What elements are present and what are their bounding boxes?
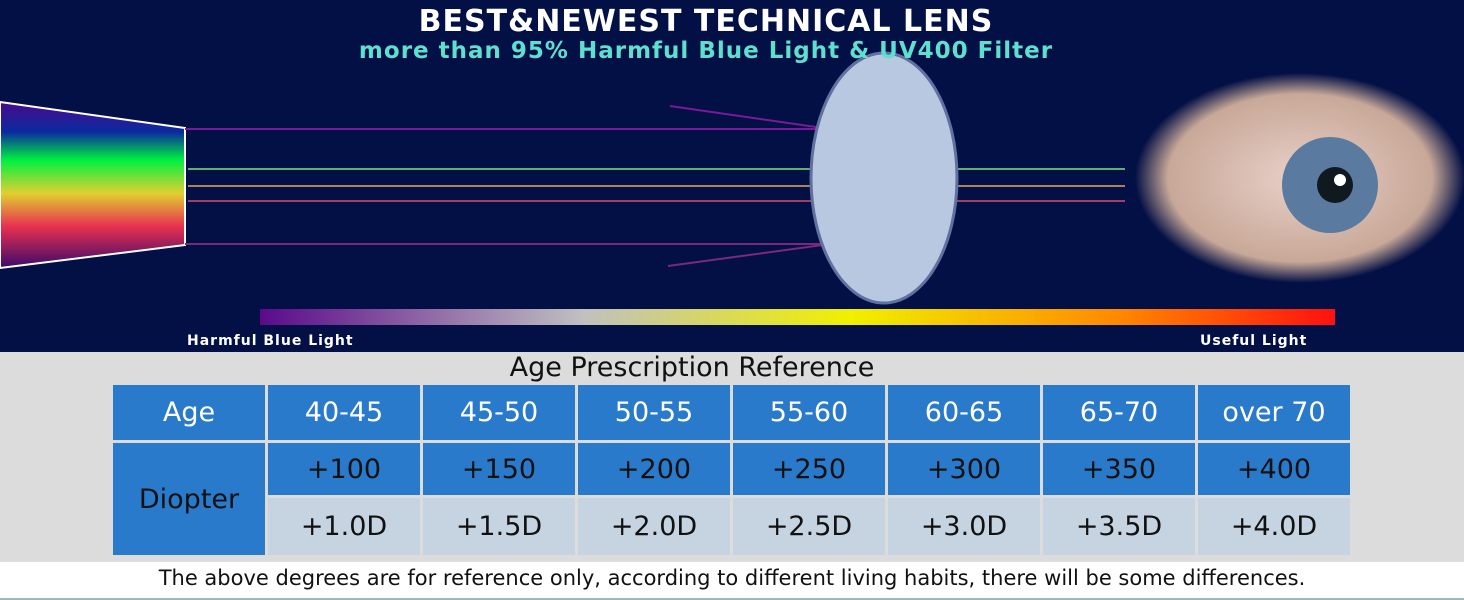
age-cell: 40-45 (268, 385, 420, 440)
lens (809, 51, 959, 305)
light-diagram (0, 51, 1464, 325)
age-cell: 60-65 (888, 385, 1040, 440)
degree-cell: +250 (733, 443, 885, 495)
degree-cell: +150 (423, 443, 575, 495)
diopter-cell: +3.5D (1043, 498, 1195, 555)
diopter-cell: +3.0D (888, 498, 1040, 555)
diopter-cell: +1.0D (268, 498, 420, 555)
age-header: Age (113, 385, 265, 440)
age-cell: 55-60 (733, 385, 885, 440)
table-row: Diopter +100 +150 +200 +250 +300 +350 +4… (113, 443, 1350, 555)
prescription-section: Age Prescription Reference Age 40-45 45-… (0, 352, 1464, 600)
table-row: +1.0D +1.5D +2.0D +2.5D +3.0D +3.5D +4.0… (113, 498, 1350, 555)
table-title: Age Prescription Reference (509, 352, 875, 383)
age-cell: 65-70 (1043, 385, 1195, 440)
headline: BEST&NEWEST TECHNICAL LENS (418, 4, 994, 39)
useful-light-label: Useful Light (1200, 333, 1308, 349)
harmful-light-label: Harmful Blue Light (187, 333, 354, 349)
spectrum-prism (0, 100, 186, 270)
degree-cell: +300 (888, 443, 1040, 495)
subheadline: more than 95% Harmful Blue Light & UV400… (358, 38, 1054, 64)
diopter-cell: +4.0D (1198, 498, 1350, 555)
age-cell: over 70 (1198, 385, 1350, 440)
degree-cell: +100 (268, 443, 420, 495)
diopter-cell: +2.0D (578, 498, 730, 555)
diopter-header: Diopter (113, 443, 265, 555)
disclaimer: The above degrees are for reference only… (0, 562, 1464, 600)
age-cell: 45-50 (423, 385, 575, 440)
diopter-cell: +1.5D (423, 498, 575, 555)
degree-cell: +400 (1198, 443, 1350, 495)
degree-cell: +200 (578, 443, 730, 495)
prescription-table: Age 40-45 45-50 50-55 55-60 60-65 65-70 … (110, 382, 1353, 558)
table-row: Age 40-45 45-50 50-55 55-60 60-65 65-70 … (113, 385, 1350, 440)
degree-cell: +350 (1043, 443, 1195, 495)
age-cell: 50-55 (578, 385, 730, 440)
lens-graphic: BEST&NEWEST TECHNICAL LENS more than 95%… (0, 0, 1464, 352)
diopter-cell: +2.5D (733, 498, 885, 555)
spectrum-bar (260, 309, 1335, 325)
